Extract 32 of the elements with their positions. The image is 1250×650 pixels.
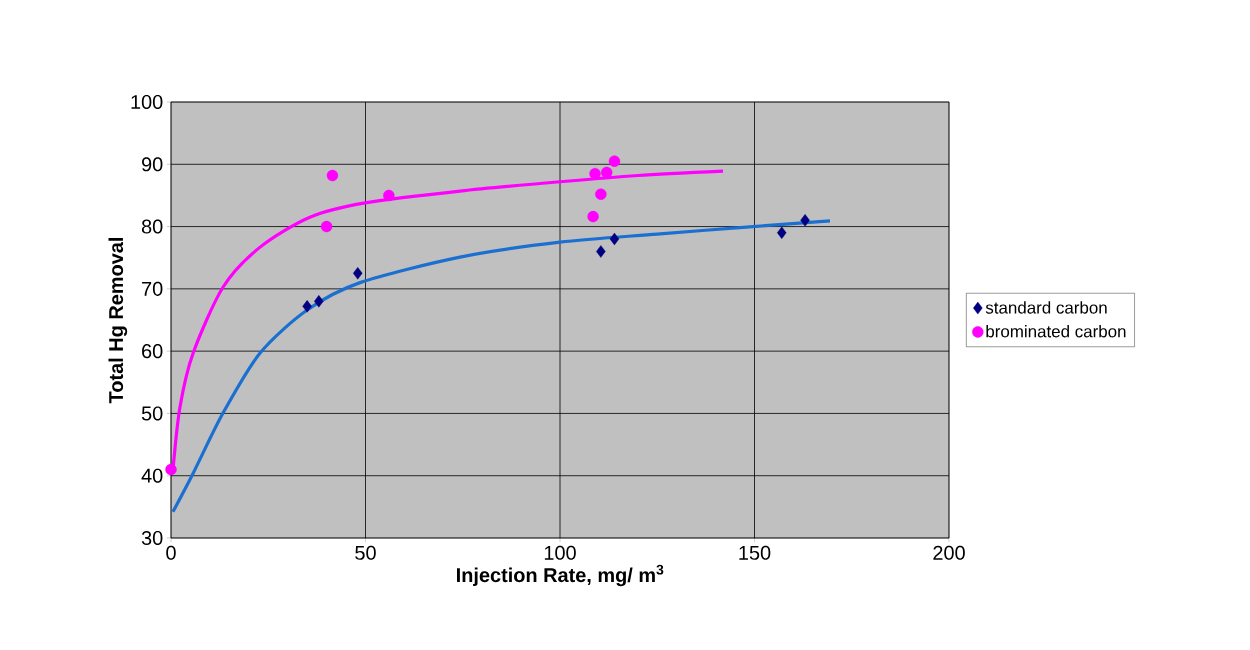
y-axis-title: Total Hg Removal (108, 238, 128, 404)
y-tick-label: 30 (141, 530, 163, 546)
point (608, 155, 621, 167)
x-axis-title: Injection Rate, mg/ m$^{3}$ (457, 564, 664, 587)
point (353, 267, 363, 280)
y-tick-label: 90 (142, 157, 163, 172)
point (165, 463, 177, 476)
y-tick-label: 60 (142, 344, 163, 359)
x-tick-label: 200 (933, 545, 965, 560)
point (609, 232, 620, 246)
point (777, 226, 787, 239)
point (302, 300, 312, 313)
y-tick-label: 40 (141, 468, 163, 483)
point (314, 295, 324, 308)
line-series (171, 219, 832, 514)
legend-label: standard carbon (985, 301, 1107, 314)
x-tick-label: 0 (166, 545, 176, 560)
point (596, 245, 606, 258)
y-tick-label: 80 (141, 219, 163, 234)
y-tick-label: 100 (131, 94, 163, 110)
point (320, 220, 333, 233)
x-tick-label: 100 (544, 545, 576, 560)
point (383, 189, 395, 202)
point (595, 188, 607, 200)
legend-label: brominated carbon (986, 325, 1126, 338)
x-tick-label: 50 (355, 545, 376, 560)
x-tick-label: 150 (739, 545, 771, 560)
point (800, 214, 810, 227)
point (587, 210, 599, 223)
y-tick-label: 70 (142, 281, 163, 296)
y-tick-label: 50 (141, 406, 163, 421)
point (326, 169, 339, 182)
